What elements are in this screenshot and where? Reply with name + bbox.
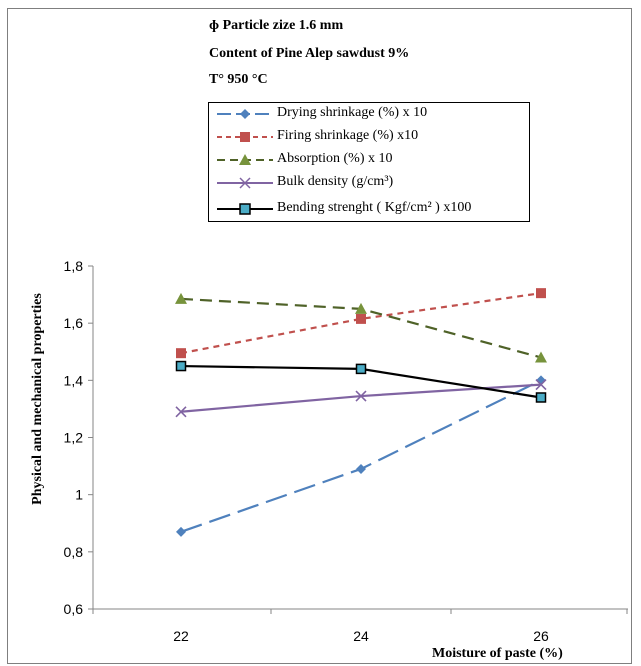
x-tick-labels: 22 24 26: [173, 628, 549, 644]
point-bulk-density: [175, 406, 187, 418]
point-bending-strength: [175, 360, 187, 372]
point-absorption: [175, 292, 187, 304]
point-bending-strength: [535, 392, 547, 403]
point-absorption: [355, 302, 367, 314]
chart-axes: [88, 265, 628, 614]
series-line-drying-shrinkage: [180, 379, 542, 533]
legend-item-bulk-density: Bulk density (g/cm³): [209, 173, 529, 193]
y-tick-label: 0,8: [64, 544, 84, 560]
x-axis-label: Moisture of paste (%): [432, 646, 563, 661]
chart-legend: Drying shrinkage (%) x 10 Firing shrinka…: [208, 102, 530, 222]
y-tick-label: 1: [75, 487, 83, 503]
point-firing-shrinkage: [356, 313, 366, 324]
y-tick-label: 0,6: [64, 601, 84, 617]
legend-item-bending-strength: Bending strenght ( Kgf/cm² ) x100: [209, 199, 529, 219]
annotation-temperature: T° 950 °C: [209, 72, 268, 87]
legend-item-drying-shrinkage: Drying shrinkage (%) x 10: [209, 104, 529, 124]
legend-label-absorption: Absorption (%) x 10: [277, 151, 393, 166]
legend-label-firing-shrinkage: Firing shrinkage (%) x10: [277, 128, 419, 143]
y-tick-label: 1,6: [64, 315, 84, 331]
legend-item-absorption: Absorption (%) x 10: [209, 150, 529, 170]
point-absorption: [535, 351, 547, 363]
point-firing-shrinkage: [536, 288, 546, 299]
legend-swatch-bulk-density: [217, 177, 273, 189]
legend-swatch-bending-strength: [217, 203, 273, 215]
y-tick-label: 1,4: [64, 372, 84, 388]
y-tick-label: 1,2: [64, 430, 84, 446]
point-drying-shrinkage: [356, 463, 366, 474]
x-tick-label: 24: [353, 628, 369, 644]
y-tick-labels: 0,6 0,8 1 1,2 1,4 1,6 1,8: [64, 258, 84, 617]
legend-swatch-drying-shrinkage: [217, 109, 273, 119]
point-drying-shrinkage: [176, 526, 186, 537]
legend-label-bulk-density: Bulk density (g/cm³): [277, 174, 394, 189]
legend-label-bending-strength: Bending strenght ( Kgf/cm² ) x100: [277, 200, 472, 215]
legend-swatch-absorption: [217, 154, 273, 165]
point-bending-strength: [355, 363, 367, 375]
annotation-sawdust-content: Content of Pine Alep sawdust 9%: [209, 46, 410, 61]
x-tick-label: 22: [173, 628, 189, 644]
annotation-particle-size: ɸ Particle zize 1.6 mm: [209, 18, 344, 33]
legend-item-firing-shrinkage: Firing shrinkage (%) x10: [209, 127, 529, 147]
point-bulk-density: [535, 379, 547, 391]
point-firing-shrinkage: [176, 348, 186, 359]
x-tick-label: 26: [533, 628, 549, 644]
legend-swatch-firing-shrinkage: [217, 132, 273, 142]
y-axis-label: Physical and mechanical properties: [30, 293, 45, 505]
series-layer: [175, 288, 547, 537]
y-tick-label: 1,8: [64, 258, 84, 274]
point-bulk-density: [355, 390, 367, 402]
legend-label-drying-shrinkage: Drying shrinkage (%) x 10: [277, 105, 428, 120]
